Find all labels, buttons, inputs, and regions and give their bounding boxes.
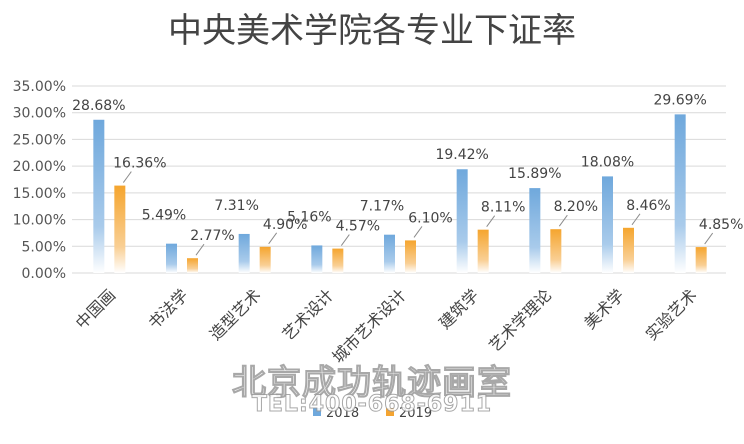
legend: 2018 2019 xyxy=(313,406,432,421)
x-tick-label: 造型艺术 xyxy=(206,285,265,344)
y-tick-label: 0.00% xyxy=(22,266,66,282)
legend-swatch-2018 xyxy=(313,408,321,416)
bars xyxy=(93,114,707,274)
x-tick-label: 美术学 xyxy=(580,285,627,332)
data-label-2019: 8.11% xyxy=(481,200,525,216)
bar-2019 xyxy=(477,229,489,273)
data-label-leader xyxy=(268,232,278,245)
bar-2019 xyxy=(332,248,344,273)
data-label-leader xyxy=(631,213,641,226)
x-tick-label: 中国画 xyxy=(72,285,119,332)
bar-2018 xyxy=(166,243,177,273)
legend-label-2019: 2019 xyxy=(399,406,432,421)
bar-2018 xyxy=(311,245,323,273)
data-label-2019: 6.10% xyxy=(408,210,452,226)
data-label-leader xyxy=(558,214,568,227)
bar-2019 xyxy=(259,246,271,273)
bar-2018 xyxy=(456,169,468,273)
y-tick-label: 35.00% xyxy=(13,79,66,95)
legend-label-2018: 2018 xyxy=(326,406,359,421)
bar-2019 xyxy=(187,258,198,273)
data-label-2019: 2.77% xyxy=(190,228,234,244)
y-tick-label: 20.00% xyxy=(13,159,66,175)
data-label-2019: 4.90% xyxy=(263,217,307,233)
y-tick-label: 10.00% xyxy=(13,213,66,229)
y-tick-label: 15.00% xyxy=(13,186,66,202)
bar-2018 xyxy=(384,234,395,273)
y-tick-label: 25.00% xyxy=(13,132,66,148)
data-label-2018: 19.42% xyxy=(435,147,488,163)
legend-swatch-2019 xyxy=(386,408,394,416)
data-label-2018: 15.89% xyxy=(508,166,561,182)
bar-2018 xyxy=(238,233,250,273)
data-label-2018: 7.17% xyxy=(360,199,404,215)
data-label-2019: 8.20% xyxy=(554,199,598,215)
chart-title: 中央美术学院各专业下证率 xyxy=(168,11,576,51)
data-labels: 28.68% 16.36% 5.49%2.77% 7.31% 4.90%5.16% 4.5… xyxy=(72,92,743,256)
data-label-2018: 28.68% xyxy=(72,98,125,114)
bar-2018 xyxy=(93,119,105,274)
data-label-2018: 5.49% xyxy=(142,208,186,224)
y-tick-label: 30.00% xyxy=(13,106,66,122)
y-tick-label: 5.00% xyxy=(22,239,66,255)
data-label-2018: 5.16% xyxy=(287,209,331,225)
data-label-2019: 8.46% xyxy=(626,198,670,214)
data-label-2019: 4.85% xyxy=(699,217,743,233)
bar-2019 xyxy=(695,247,707,273)
data-label-2018: 29.69% xyxy=(653,92,706,108)
data-label-leader xyxy=(122,171,132,183)
bar-2019 xyxy=(405,240,416,273)
x-tick-label: 实验艺术 xyxy=(642,285,701,344)
bar-2018 xyxy=(529,188,541,273)
bar-2018 xyxy=(674,114,686,273)
data-label-leader xyxy=(486,215,496,227)
gridlines xyxy=(72,85,726,274)
x-tick-label: 书法学 xyxy=(144,285,191,332)
x-tick-label: 建筑学 xyxy=(435,285,482,332)
watermark-phone: TEL:400-668-6911 xyxy=(251,392,493,418)
y-axis-ticks: 0.00% 5.00% 10.00% 15.00% 20.00% 25.00% 30.00%… xyxy=(13,79,66,282)
bar-2018 xyxy=(602,176,613,273)
data-label-leader xyxy=(704,232,714,245)
data-label-leader xyxy=(340,234,350,246)
data-label-2019: 16.36% xyxy=(113,156,166,172)
data-label-2019: 4.57% xyxy=(336,219,380,235)
x-tick-label: 艺术学理论 xyxy=(485,285,555,355)
x-tick-label: 艺术设计 xyxy=(278,285,337,344)
data-label-leader xyxy=(413,226,423,238)
watermark-studio-name: 北京成功轨迹画室 xyxy=(232,363,512,404)
data-label-2018: 18.08% xyxy=(581,154,634,170)
bar-2019 xyxy=(114,185,126,273)
data-label-leader xyxy=(195,243,205,256)
data-label-2018: 7.31% xyxy=(214,198,258,214)
bar-2019 xyxy=(550,229,562,273)
bar-2019 xyxy=(623,227,634,273)
